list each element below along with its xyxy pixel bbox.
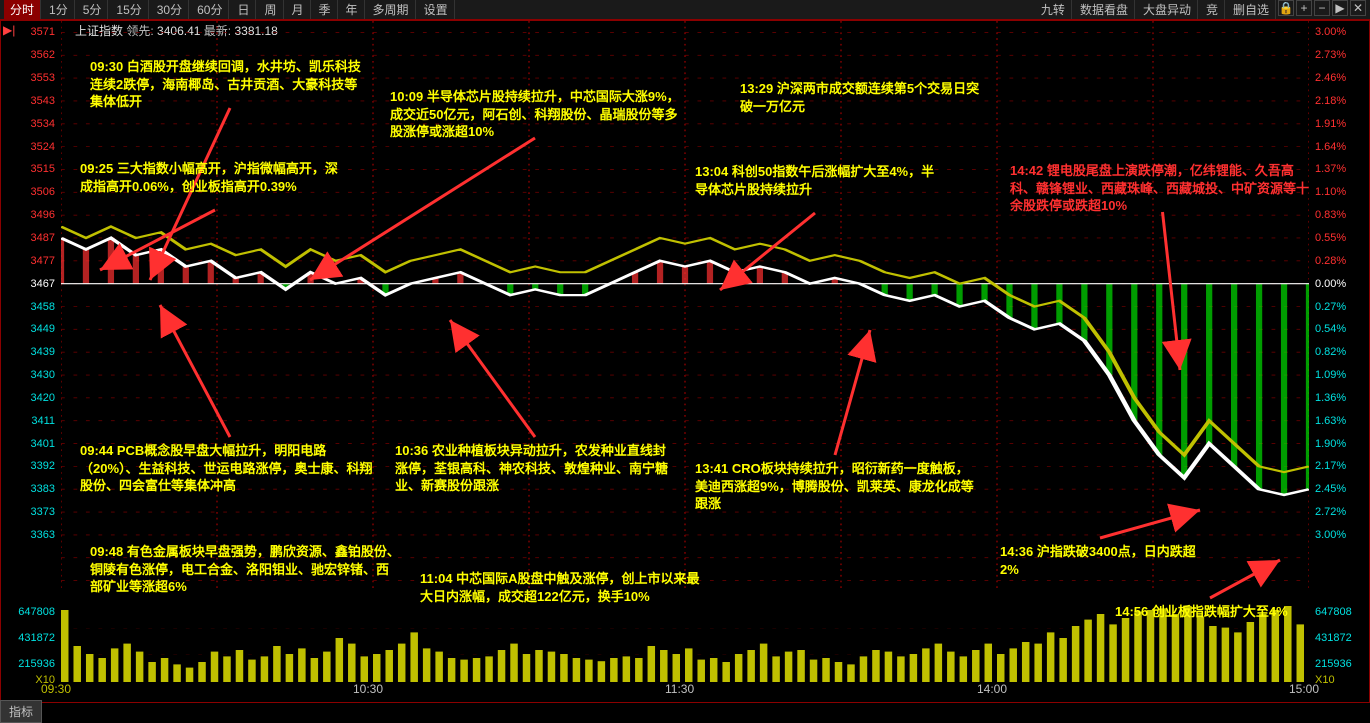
axis-tick: 647808 bbox=[1309, 606, 1369, 618]
axis-tick: 3467 bbox=[1, 278, 61, 290]
y-axis-left: 3571 3562 3553 3543 3534 3524 3515 3506 3496 3487… bbox=[1, 21, 61, 592]
axis-tick: 3477 bbox=[1, 255, 61, 267]
timeframe-tab[interactable]: 月 bbox=[286, 0, 311, 19]
indicator-button[interactable]: 指标 bbox=[0, 700, 42, 723]
axis-tick: 1.37% bbox=[1309, 163, 1369, 175]
axis-tick: 431872 bbox=[1309, 632, 1369, 644]
minus-icon[interactable]: − bbox=[1314, 0, 1330, 16]
axis-tick: 0.83% bbox=[1309, 209, 1369, 221]
x-tick: 10:30 bbox=[353, 682, 383, 696]
x-tick: 11:30 bbox=[665, 682, 694, 696]
axis-tick: 3449 bbox=[1, 323, 61, 335]
axis-tick: 3515 bbox=[1, 163, 61, 175]
axis-tick: 647808 bbox=[1, 606, 61, 618]
axis-tick: 3524 bbox=[1, 141, 61, 153]
axis-tick: 2.18% bbox=[1309, 95, 1369, 107]
axis-tick: 2.72% bbox=[1309, 506, 1369, 518]
x-tick: 09:30 bbox=[41, 682, 71, 696]
axis-tick: 3411 bbox=[1, 415, 61, 427]
price-chart[interactable] bbox=[61, 21, 1309, 592]
axis-tick: 1.64% bbox=[1309, 141, 1369, 153]
timeframe-tab[interactable]: 15分 bbox=[110, 0, 148, 19]
axis-tick: 2.73% bbox=[1309, 49, 1369, 61]
volume-chart[interactable] bbox=[61, 602, 1309, 682]
axis-tick: 3430 bbox=[1, 369, 61, 381]
axis-tick: 1.10% bbox=[1309, 186, 1369, 198]
axis-tick: 0.54% bbox=[1309, 323, 1369, 335]
axis-tick: 0.55% bbox=[1309, 232, 1369, 244]
axis-tick: 1.91% bbox=[1309, 118, 1369, 130]
toolbar-link[interactable]: 竞 bbox=[1200, 0, 1225, 19]
axis-tick: 2.46% bbox=[1309, 72, 1369, 84]
x-tick: 14:00 bbox=[977, 682, 1007, 696]
timeframe-tab[interactable]: 日 bbox=[231, 0, 256, 19]
toolbar-link[interactable]: 九转 bbox=[1035, 0, 1072, 19]
axis-tick: 215936 bbox=[1, 658, 61, 670]
axis-tick: 1.36% bbox=[1309, 392, 1369, 404]
toolbar-link[interactable]: 数据看盘 bbox=[1074, 0, 1135, 19]
axis-tick: 3363 bbox=[1, 529, 61, 541]
axis-tick: 3543 bbox=[1, 95, 61, 107]
axis-tick: 3553 bbox=[1, 72, 61, 84]
vol-axis-right: 647808431872215936X10 bbox=[1309, 602, 1369, 682]
axis-tick: 0.28% bbox=[1309, 255, 1369, 267]
timeframe-tab[interactable]: 设置 bbox=[418, 0, 455, 19]
axis-tick: 3562 bbox=[1, 49, 61, 61]
axis-tick: 3496 bbox=[1, 209, 61, 221]
timeframe-tab[interactable]: 5分 bbox=[77, 0, 109, 19]
axis-tick: 3571 bbox=[1, 26, 61, 38]
axis-tick: 1.90% bbox=[1309, 438, 1369, 450]
timeframe-toolbar: 分时1分5分15分30分60分日周月季年多周期设置 九转数据看盘大盘异动竞删自选… bbox=[0, 0, 1370, 20]
axis-tick: 3383 bbox=[1, 483, 61, 495]
axis-tick: 3439 bbox=[1, 346, 61, 358]
plus-icon[interactable]: + bbox=[1296, 0, 1312, 16]
axis-tick: 3420 bbox=[1, 392, 61, 404]
axis-tick: 431872 bbox=[1, 632, 61, 644]
axis-tick: 3.00% bbox=[1309, 26, 1369, 38]
timeframe-tab[interactable]: 分时 bbox=[4, 0, 41, 19]
timeframe-tab[interactable]: 30分 bbox=[151, 0, 189, 19]
next-icon[interactable]: ▶ bbox=[1332, 0, 1348, 16]
timeframe-tab[interactable]: 周 bbox=[258, 0, 283, 19]
axis-tick: 0.82% bbox=[1309, 346, 1369, 358]
axis-tick: 2.45% bbox=[1309, 483, 1369, 495]
axis-tick: 3.00% bbox=[1309, 529, 1369, 541]
close-icon[interactable]: ✕ bbox=[1350, 0, 1366, 16]
y-axis-right: 3.00% 2.73% 2.46% 2.18% 1.91% 1.64% 1.37% 1.10%… bbox=[1309, 21, 1369, 592]
axis-tick: 3458 bbox=[1, 301, 61, 313]
x-tick: 15:00 bbox=[1289, 682, 1319, 696]
axis-tick: 3392 bbox=[1, 460, 61, 472]
vol-axis-left: 647808431872215936X10 bbox=[1, 602, 61, 682]
axis-tick: 0.00% bbox=[1309, 278, 1369, 290]
lock-icon[interactable]: 🔒 bbox=[1278, 0, 1294, 16]
x-axis: 09:3010:3011:3014:0015:00 bbox=[61, 682, 1309, 702]
toolbar-left: 分时1分5分15分30分60分日周月季年多周期设置 bbox=[4, 0, 455, 19]
timeframe-tab[interactable]: 年 bbox=[340, 0, 365, 19]
axis-tick: 3487 bbox=[1, 232, 61, 244]
timeframe-tab[interactable]: 多周期 bbox=[367, 0, 416, 19]
toolbar-link[interactable]: 删自选 bbox=[1227, 0, 1276, 19]
axis-tick: 0.27% bbox=[1309, 301, 1369, 313]
timeframe-tab[interactable]: 季 bbox=[313, 0, 338, 19]
axis-tick: 3534 bbox=[1, 118, 61, 130]
axis-tick: 215936 bbox=[1309, 658, 1369, 670]
toolbar-right: 九转数据看盘大盘异动竞删自选🔒+−▶✕ bbox=[1035, 0, 1366, 19]
axis-tick: 3506 bbox=[1, 186, 61, 198]
axis-tick: 2.17% bbox=[1309, 460, 1369, 472]
axis-tick: 1.09% bbox=[1309, 369, 1369, 381]
axis-tick: 3373 bbox=[1, 506, 61, 518]
toolbar-link[interactable]: 大盘异动 bbox=[1137, 0, 1198, 19]
timeframe-tab[interactable]: 1分 bbox=[43, 0, 75, 19]
chart-area: ▶| 3571356235533543353435243515350634963… bbox=[0, 20, 1370, 703]
timeframe-tab[interactable]: 60分 bbox=[191, 0, 229, 19]
axis-tick: 3401 bbox=[1, 438, 61, 450]
axis-tick: 1.63% bbox=[1309, 415, 1369, 427]
